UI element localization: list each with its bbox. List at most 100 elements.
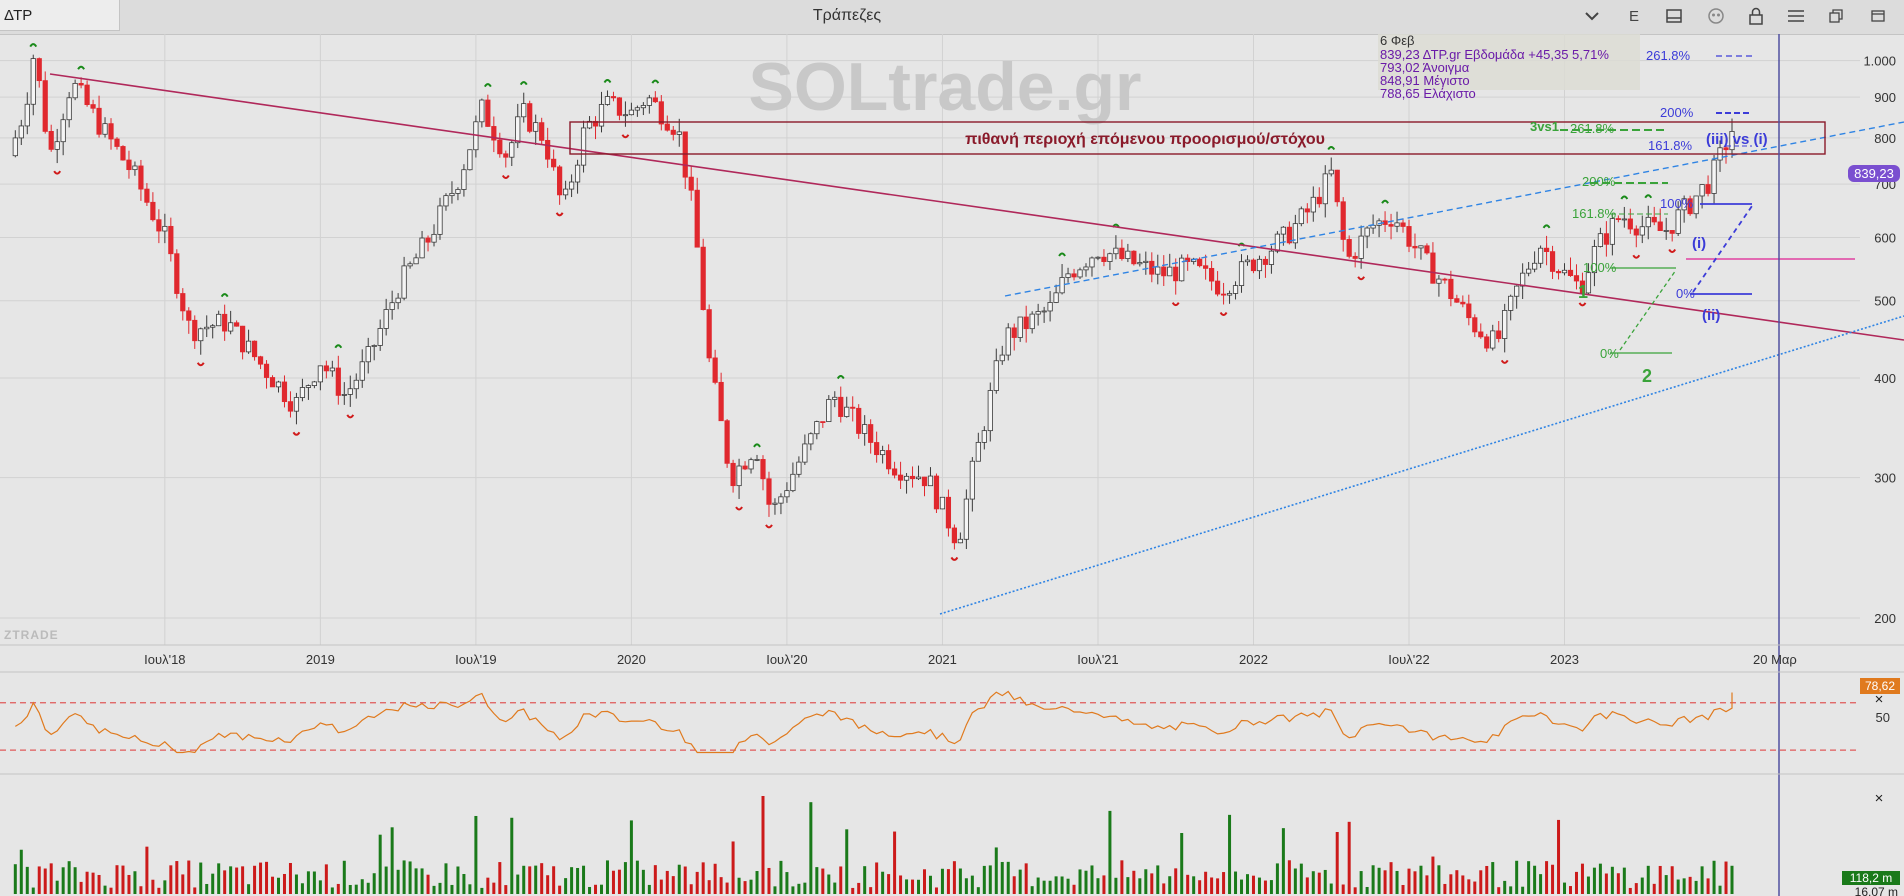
candle-body bbox=[945, 496, 952, 529]
pivot-low-marker bbox=[196, 362, 205, 367]
candle-body bbox=[251, 340, 258, 358]
volume-bar bbox=[540, 863, 544, 894]
rsi-pane[interactable]: 50 78,62 × bbox=[0, 678, 1900, 754]
minimize-icon[interactable] bbox=[1864, 3, 1892, 29]
volume-bar bbox=[1317, 872, 1321, 894]
candle-body bbox=[832, 396, 838, 400]
candle-body bbox=[1496, 330, 1502, 339]
candle-body bbox=[204, 326, 210, 330]
candle-body bbox=[814, 421, 820, 435]
volume-bar bbox=[773, 886, 777, 894]
lock-icon[interactable] bbox=[1742, 3, 1770, 29]
volume-bar bbox=[378, 834, 382, 894]
candle-body bbox=[1226, 293, 1233, 296]
volume-bar bbox=[1006, 861, 1010, 894]
candle-body bbox=[84, 84, 90, 105]
info-box: 6 Φεβ 839,23 ΔΤΡ.gr Εβδομάδα +45,35 5,71… bbox=[1378, 34, 1640, 101]
candle-body bbox=[610, 96, 617, 99]
price-tick-label: 300 bbox=[1874, 471, 1896, 486]
volume-bar bbox=[605, 860, 609, 894]
candle-body bbox=[461, 169, 467, 190]
candle-body bbox=[903, 475, 910, 481]
volume-bar bbox=[384, 866, 388, 894]
owl-icon[interactable] bbox=[1702, 3, 1730, 29]
e-button[interactable]: E bbox=[1628, 7, 1639, 25]
pivot-low-marker bbox=[555, 212, 564, 217]
volume-bar bbox=[1024, 863, 1028, 894]
volume-bar bbox=[1616, 873, 1620, 894]
volume-bar bbox=[462, 874, 466, 894]
volume-bar bbox=[695, 871, 699, 894]
volume-bar bbox=[815, 867, 819, 894]
candle-body bbox=[1412, 245, 1418, 249]
candle-body bbox=[269, 377, 276, 388]
volume-bar bbox=[641, 869, 645, 894]
volume-bar bbox=[1060, 876, 1064, 894]
close-rsi-icon[interactable]: × bbox=[1875, 691, 1884, 708]
candle-body bbox=[963, 498, 969, 540]
volume-bar bbox=[408, 861, 412, 894]
drawings-layer: πιθανή περιοχή επόμενου προορισμού/στόχο… bbox=[49, 34, 1904, 896]
candle-body bbox=[820, 421, 826, 423]
volume-bar bbox=[1521, 886, 1525, 894]
candle-body bbox=[485, 99, 491, 127]
candle-body bbox=[1292, 223, 1298, 244]
volume-bar bbox=[492, 882, 496, 894]
volume-pane[interactable] bbox=[13, 796, 1734, 894]
volume-bar bbox=[677, 864, 681, 894]
volume-bar bbox=[1048, 880, 1052, 894]
volume-bar bbox=[1449, 874, 1453, 894]
volume-bar bbox=[1574, 871, 1578, 894]
volume-bar bbox=[534, 865, 538, 894]
candles-layer bbox=[12, 54, 1735, 550]
volume-bar bbox=[564, 878, 568, 894]
menu-icon[interactable] bbox=[1782, 3, 1810, 29]
candle-body bbox=[694, 189, 700, 248]
volume-bar bbox=[1245, 874, 1249, 894]
candle-body bbox=[42, 80, 48, 132]
candle-body bbox=[210, 325, 216, 328]
candle-body bbox=[1490, 330, 1496, 349]
resistance-trendline[interactable] bbox=[49, 73, 1904, 341]
volume-bar bbox=[743, 881, 747, 894]
candle-body bbox=[927, 475, 934, 487]
candle-body bbox=[1675, 209, 1681, 234]
candle-body bbox=[850, 406, 856, 409]
volume-bar bbox=[276, 877, 280, 894]
time-tick-label: Ιουλ'19 bbox=[455, 652, 496, 667]
volume-bar bbox=[1580, 863, 1584, 894]
volume-bar bbox=[899, 875, 903, 894]
volume-bar bbox=[1395, 870, 1399, 894]
volume-bar bbox=[55, 880, 59, 894]
volume-bar bbox=[1299, 863, 1303, 894]
volume-bar bbox=[43, 868, 47, 894]
candle-body bbox=[132, 165, 138, 171]
volume-bar bbox=[1664, 875, 1668, 894]
volume-bar bbox=[546, 875, 550, 894]
volume-bar bbox=[444, 863, 448, 894]
chart-canvas[interactable]: SOLtrade.gr πιθανή περιοχή επόμενου προο… bbox=[0, 34, 1904, 896]
candle-body bbox=[144, 188, 150, 203]
volume-bar bbox=[1389, 862, 1393, 894]
panel-icon[interactable] bbox=[1660, 3, 1688, 29]
volume-bar bbox=[719, 877, 723, 894]
close-volume-icon[interactable]: × bbox=[1875, 790, 1884, 807]
chevron-down-icon[interactable] bbox=[1578, 3, 1606, 29]
volume-bar bbox=[737, 877, 741, 894]
restore-icon[interactable] bbox=[1822, 3, 1850, 29]
candle-body bbox=[1609, 218, 1615, 245]
target-zone-box[interactable] bbox=[569, 121, 1826, 155]
volume-bar bbox=[1551, 864, 1555, 894]
candle-body bbox=[1466, 303, 1472, 319]
candle-body bbox=[568, 181, 575, 190]
watermark: SOLtrade.gr bbox=[749, 49, 1142, 125]
volume-bar bbox=[1174, 868, 1178, 894]
candle-body bbox=[1035, 311, 1041, 315]
candle-body bbox=[933, 475, 940, 510]
lower-channel-line[interactable] bbox=[939, 315, 1904, 615]
chart-title[interactable]: Τράπεζες bbox=[812, 7, 882, 24]
volume-bar bbox=[145, 846, 149, 894]
symbol-field[interactable]: ΔΤΡ bbox=[0, 0, 120, 31]
upper-channel-line[interactable] bbox=[1004, 121, 1904, 297]
volume-bar bbox=[1275, 863, 1279, 894]
